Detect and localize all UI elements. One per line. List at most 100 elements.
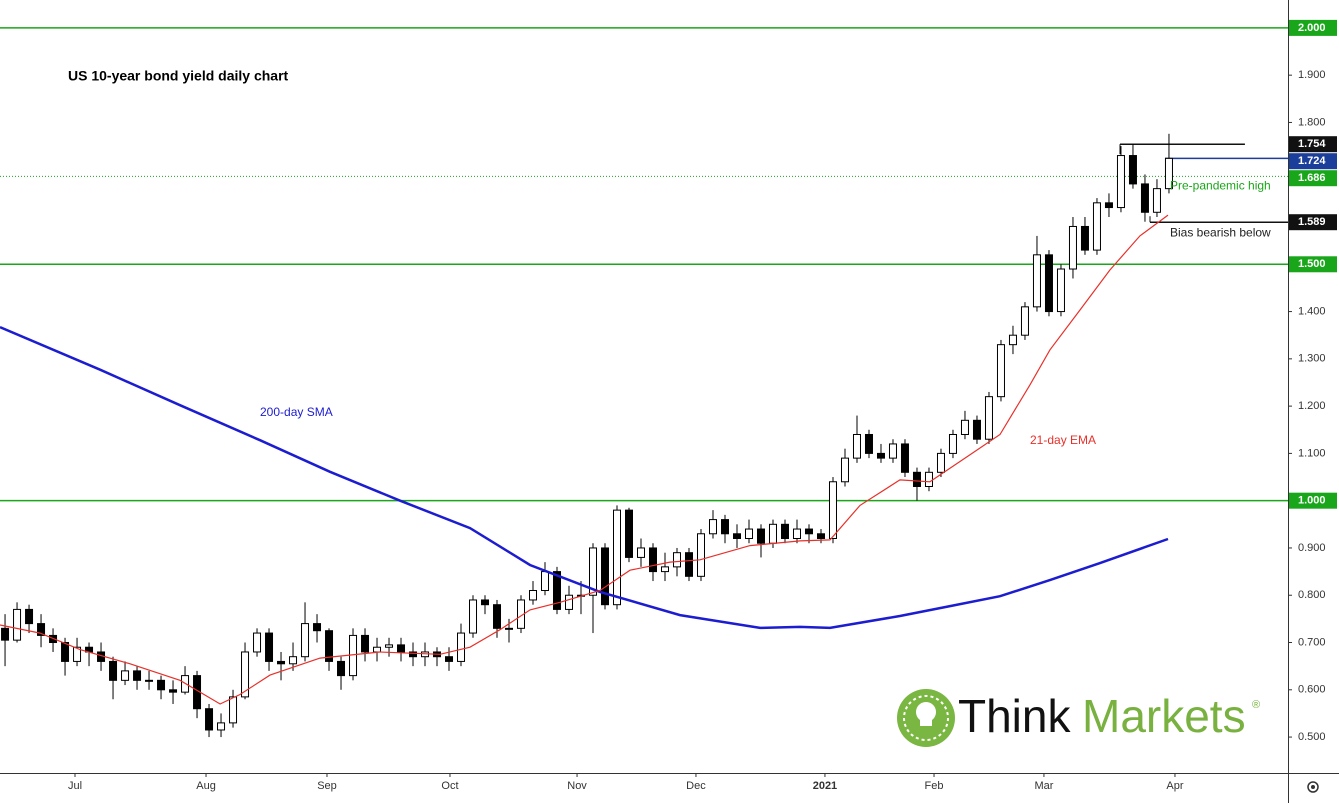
candle-body: [553, 571, 562, 610]
candle-body: [337, 660, 346, 677]
candle-body: [1056, 268, 1065, 313]
candle-body: [1140, 183, 1149, 213]
y-tick-label: 0.700: [1298, 636, 1326, 648]
level-note: Pre-pandemic high: [1170, 179, 1271, 193]
candle-body: [1044, 254, 1053, 313]
settings-icon[interactable]: [1307, 781, 1319, 793]
candle-body: [541, 571, 550, 592]
candle-body: [361, 634, 370, 653]
candle-body: [840, 457, 849, 483]
candle-body: [397, 644, 406, 653]
y-tick-label: 0.900: [1298, 542, 1326, 554]
logo-ring: [903, 695, 949, 741]
price-box: [1289, 492, 1337, 509]
y-tick-label: 1.400: [1298, 305, 1326, 317]
candle-body: [445, 656, 454, 662]
candle-body: [876, 452, 885, 459]
logo-markets: Markets: [1082, 690, 1246, 742]
candle-body: [1164, 157, 1173, 190]
candle-body: [1152, 188, 1161, 213]
candle-body: [900, 443, 909, 473]
ema-label: 21-day EMA: [1030, 433, 1096, 447]
candle-body: [696, 533, 705, 577]
candle-body: [601, 547, 610, 606]
y-tick-label: 0.600: [1298, 684, 1326, 696]
x-tick-label: 2021: [813, 780, 837, 792]
x-tick-label: Jul: [68, 780, 82, 792]
candle-body: [109, 660, 118, 681]
candle-body: [289, 656, 298, 665]
price-box: [1289, 19, 1337, 36]
price-box: [1289, 136, 1337, 153]
candle-body: [505, 627, 514, 630]
candle-body: [481, 599, 490, 606]
indicator-line: [0, 214, 1169, 705]
candle-body: [828, 481, 837, 539]
price-box-label: 1.500: [1298, 258, 1326, 270]
candle-body: [1032, 254, 1041, 308]
candle-body: [37, 623, 46, 636]
candle-body: [241, 651, 250, 698]
candle-body: [732, 533, 741, 539]
candle-body: [313, 623, 322, 632]
x-tick-label: Nov: [567, 780, 587, 792]
candle-body: [756, 528, 765, 544]
level-note: Bias bearish below: [1170, 225, 1271, 239]
y-tick-label: 1.900: [1298, 69, 1326, 81]
candle-body: [625, 509, 634, 558]
candle-body: [493, 604, 502, 629]
price-box: [1289, 256, 1337, 273]
price-box-label: 1.686: [1298, 172, 1326, 184]
candle-body: [960, 419, 969, 435]
gear: [1307, 781, 1319, 793]
logo-registered: ®: [1252, 699, 1260, 711]
candle-body: [864, 433, 873, 454]
candle-body: [1020, 306, 1029, 336]
candle-body: [1128, 155, 1137, 185]
candle-body: [325, 630, 334, 662]
y-tick-label: 0.500: [1298, 731, 1326, 743]
candle-body: [529, 590, 538, 601]
candle-body: [217, 722, 226, 731]
y-tick-label: 1.300: [1298, 353, 1326, 365]
candle-body: [25, 608, 34, 625]
x-tick-label: Apr: [1166, 780, 1183, 792]
candle-body: [996, 344, 1005, 398]
candle-body: [1104, 202, 1113, 209]
candle-body: [888, 443, 897, 459]
candle-body: [457, 632, 466, 662]
candle-body: [720, 519, 729, 535]
indicator-line: [0, 326, 1169, 630]
candle-body: [972, 419, 981, 440]
price-box-label: 1.589: [1298, 216, 1326, 228]
candle-body: [73, 646, 82, 662]
candle-body: [768, 523, 777, 544]
candle-body: [708, 519, 717, 535]
candle-body: [684, 552, 693, 577]
candle-body: [373, 646, 382, 653]
price-box: [1289, 170, 1337, 187]
candle-body: [169, 689, 178, 693]
x-tick-label: Sep: [317, 780, 337, 792]
x-tick-label: Aug: [196, 780, 216, 792]
candle-body: [637, 547, 646, 558]
candle-body: [1080, 225, 1089, 251]
candle-body: [912, 471, 921, 487]
candle-body: [13, 608, 22, 641]
candle-body: [133, 670, 142, 681]
candle-body: [265, 632, 274, 662]
candle-body: [984, 396, 993, 440]
candle-body: [936, 452, 945, 473]
price-box-label: 1.000: [1298, 495, 1326, 507]
chart-title: US 10-year bond yield daily chart: [68, 68, 289, 84]
sma-label: 200-day SMA: [260, 405, 333, 419]
candle-body: [780, 523, 789, 539]
y-tick-label: 0.800: [1298, 589, 1326, 601]
candle-body: [804, 528, 813, 535]
y-tick-label: 1.100: [1298, 447, 1326, 459]
candle-body: [948, 433, 957, 454]
candle-body: [589, 547, 598, 596]
